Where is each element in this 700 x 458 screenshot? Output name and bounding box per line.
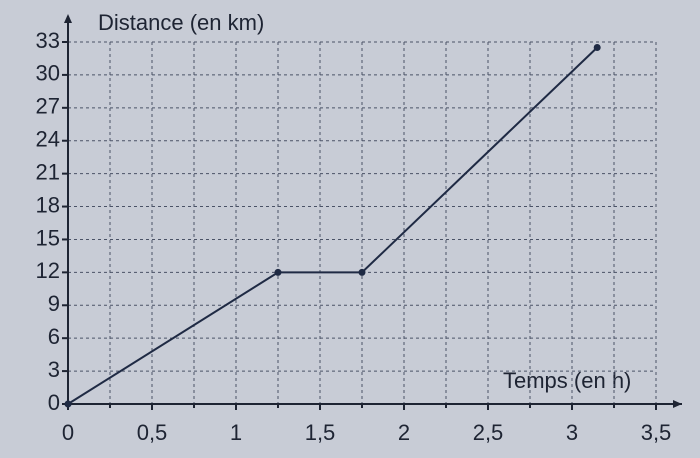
x-tick-label: 3 xyxy=(566,420,578,445)
x-tick-label: 1,5 xyxy=(305,420,336,445)
x-tick-label: 0,5 xyxy=(137,420,168,445)
y-tick-label: 24 xyxy=(36,127,60,152)
y-tick-label: 0 xyxy=(48,390,60,415)
data-line xyxy=(67,46,598,405)
y-tick-label: 33 xyxy=(36,28,60,53)
data-point xyxy=(274,268,282,276)
y-tick-label: 12 xyxy=(36,258,60,283)
y-tick-label: 21 xyxy=(36,159,60,184)
y-tick-label: 3 xyxy=(48,357,60,382)
x-tick-label: 0 xyxy=(62,420,74,445)
y-tick-label: 18 xyxy=(36,192,60,217)
y-axis-label: Distance (en km) xyxy=(98,10,264,35)
y-tick-label: 9 xyxy=(48,291,60,316)
data-point xyxy=(593,43,601,51)
x-tick-label: 2,5 xyxy=(473,420,504,445)
x-tick-label: 2 xyxy=(398,420,410,445)
y-tick-label: 27 xyxy=(36,94,60,119)
y-tick-label: 30 xyxy=(36,61,60,86)
x-tick-label: 3,5 xyxy=(641,420,672,445)
x-axis-arrow xyxy=(673,400,682,408)
y-tick-label: 15 xyxy=(36,225,60,250)
data-point xyxy=(64,400,72,408)
data-point xyxy=(358,268,366,276)
y-tick-label: 6 xyxy=(48,324,60,349)
y-axis-arrow xyxy=(64,14,72,23)
x-tick-label: 1 xyxy=(230,420,242,445)
x-axis-label: Temps (en h) xyxy=(503,368,631,393)
